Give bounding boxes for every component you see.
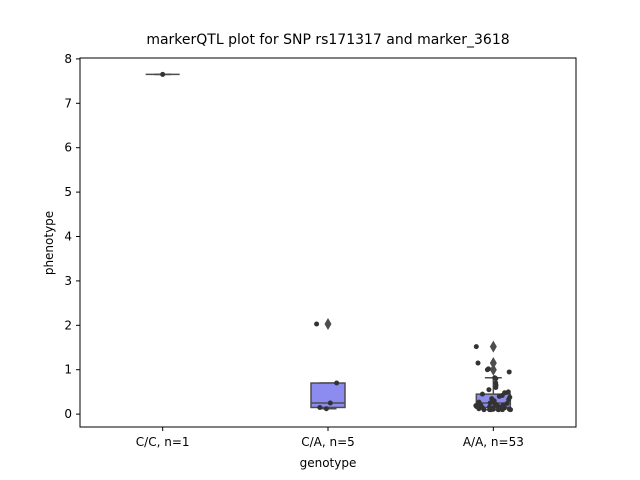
- point: [334, 380, 340, 386]
- point: [479, 391, 485, 397]
- y-tick-label: 4: [64, 230, 72, 244]
- y-tick-label: 2: [64, 318, 72, 332]
- point: [323, 406, 329, 412]
- y-tick-label: 8: [64, 52, 72, 66]
- point: [506, 369, 512, 375]
- point: [481, 407, 487, 413]
- x-tick-label: C/C, n=1: [136, 435, 190, 449]
- point: [495, 407, 501, 413]
- point: [475, 360, 481, 366]
- y-tick-label: 5: [64, 185, 72, 199]
- y-tick-label: 7: [64, 96, 72, 110]
- point: [505, 389, 511, 395]
- y-tick-label: 1: [64, 363, 72, 377]
- point: [496, 393, 502, 399]
- point: [488, 407, 494, 413]
- point: [493, 376, 499, 382]
- outlier: [489, 363, 497, 376]
- x-tick-label: A/A, n=53: [463, 435, 524, 449]
- y-tick-label: 0: [64, 407, 72, 421]
- chart-title: markerQTL plot for SNP rs171317 and mark…: [146, 32, 509, 48]
- point: [317, 404, 323, 410]
- x-tick-label: C/A, n=5: [301, 435, 355, 449]
- outlier: [489, 340, 497, 353]
- x-axis-label: genotype: [300, 456, 357, 470]
- point: [486, 387, 492, 393]
- y-axis-label: phenotype: [42, 211, 56, 275]
- point: [499, 407, 505, 413]
- point: [473, 344, 479, 350]
- outlier: [489, 357, 497, 370]
- point: [314, 321, 320, 327]
- point: [487, 400, 493, 406]
- point: [160, 71, 166, 77]
- y-tick-label: 6: [64, 141, 72, 155]
- plot-frame: [79, 57, 577, 428]
- outlier: [324, 317, 332, 330]
- point: [476, 406, 482, 412]
- point: [504, 400, 510, 406]
- point: [506, 396, 512, 402]
- point: [484, 367, 490, 373]
- point: [507, 407, 513, 413]
- y-tick-label: 3: [64, 274, 72, 288]
- point: [327, 400, 333, 406]
- point: [493, 384, 499, 390]
